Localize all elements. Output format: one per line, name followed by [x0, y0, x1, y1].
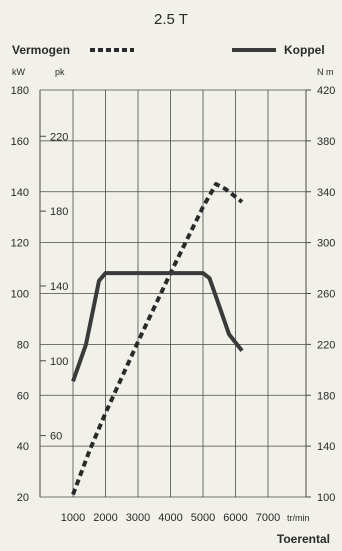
x-tick-label: 3000 [126, 512, 150, 524]
left-tick-label: 80 [17, 339, 29, 351]
x-axis-label: Toerental [277, 532, 330, 546]
tick-labels: 20 40 60 80 100 120 140 160 180 1000 2000 3000 4000 5… [11, 85, 336, 524]
pk-tick-label: 100 [50, 356, 68, 368]
x-tick-label: 5000 [191, 512, 215, 524]
right-tick-label: 220 [317, 339, 335, 351]
right-tick-label: 300 [317, 238, 335, 250]
right-tick-label: 260 [317, 289, 335, 301]
left-tick-label: 140 [11, 187, 29, 199]
left-tick-label: 40 [17, 441, 29, 453]
chart-title: 2.5 T [154, 11, 188, 28]
left-tick-label: 160 [11, 136, 29, 148]
x-tick-label: 7000 [256, 512, 280, 524]
legend-label-vermogen: Vermogen [12, 43, 70, 57]
x-tick-label: 2000 [93, 512, 117, 524]
left-secondary-unit: pk [55, 67, 65, 77]
right-tick-label: 100 [317, 492, 335, 504]
left-tick-label: 100 [11, 289, 29, 301]
pk-tick-label: 140 [50, 281, 68, 293]
series-line-koppel [71, 271, 244, 382]
right-tick-label: 420 [317, 85, 335, 97]
x-tick-label: 6000 [223, 512, 247, 524]
series-line-vermogen [71, 182, 244, 496]
right-tick-label: 380 [317, 136, 335, 148]
pk-tick-label: 180 [50, 206, 68, 218]
left-tick-label: 120 [11, 238, 29, 250]
left-tick-label: 20 [17, 492, 29, 504]
right-tick-label: 340 [317, 187, 335, 199]
right-axis-unit: N m [317, 67, 334, 77]
right-tick-label: 180 [317, 390, 335, 402]
left-tick-label: 180 [11, 85, 29, 97]
left-tick-label: 60 [17, 390, 29, 402]
grid [40, 89, 306, 498]
pk-tick-label: 220 [50, 131, 68, 143]
legend-label-koppel: Koppel [284, 43, 325, 57]
x-tick-label: 1000 [61, 512, 85, 524]
x-tick-label: 4000 [158, 512, 182, 524]
right-tick-label: 140 [317, 441, 335, 453]
series [71, 182, 244, 496]
x-unit-label: tr/min [287, 513, 310, 523]
pk-tick-label: 60 [50, 431, 62, 443]
left-axis-unit: kW [12, 67, 26, 77]
axes [39, 89, 311, 498]
